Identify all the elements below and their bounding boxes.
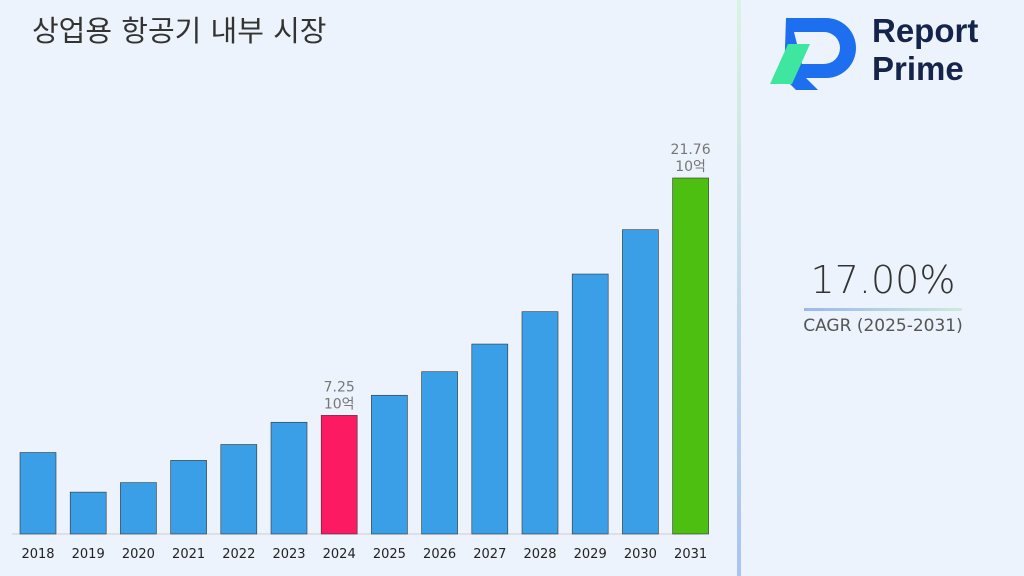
x-tick-label: 2024 [323, 547, 356, 562]
bar-2019 [69, 491, 107, 535]
bar-2018 [19, 452, 57, 535]
bar-2026 [421, 371, 458, 535]
bar-2020 [120, 482, 157, 535]
cagr-underline [804, 308, 962, 311]
logo-line2: Prime [872, 50, 964, 87]
x-tick-label: 2023 [272, 547, 305, 562]
x-tick-label: 2020 [122, 547, 155, 562]
bar-2030 [622, 229, 659, 535]
logo-text: Report Prime [872, 12, 978, 88]
x-tick-label: 2027 [473, 547, 506, 562]
bar-2031 [672, 177, 709, 535]
cagr-value: 17.00% [810, 258, 956, 302]
logo-line1: Report [872, 12, 979, 49]
x-tick-label: 2025 [373, 547, 406, 562]
x-tick-label: 2029 [574, 547, 607, 562]
bar-2028 [521, 311, 559, 535]
x-tick-label: 2031 [674, 547, 707, 562]
x-tick-label: 2018 [21, 547, 54, 562]
x-tick-label: 2030 [624, 547, 657, 562]
bar-2022 [220, 444, 258, 535]
x-tick-label: 2028 [523, 547, 556, 562]
bar-2023 [270, 421, 308, 535]
x-tick-label: 2026 [423, 547, 456, 562]
data-label-unit: 10억 [324, 396, 355, 412]
report-prime-logo-icon [770, 18, 856, 90]
bar-2021 [170, 460, 207, 535]
bar-2027 [471, 343, 509, 535]
x-tick-label: 2019 [72, 547, 105, 562]
x-tick-label: 2022 [222, 547, 255, 562]
data-label-value: 21.76 [671, 142, 711, 158]
bar-2029 [571, 273, 609, 535]
bar-2024 [320, 415, 358, 535]
chart-title: 상업용 항공기 내부 시장 [32, 14, 327, 48]
cagr-label: CAGR (2025-2031) [803, 316, 963, 336]
data-label-value: 7.25 [324, 379, 355, 395]
bar-2025 [371, 394, 408, 535]
divider [737, 0, 741, 576]
x-tick-label: 2021 [172, 547, 205, 562]
data-label-unit: 10억 [675, 159, 706, 175]
